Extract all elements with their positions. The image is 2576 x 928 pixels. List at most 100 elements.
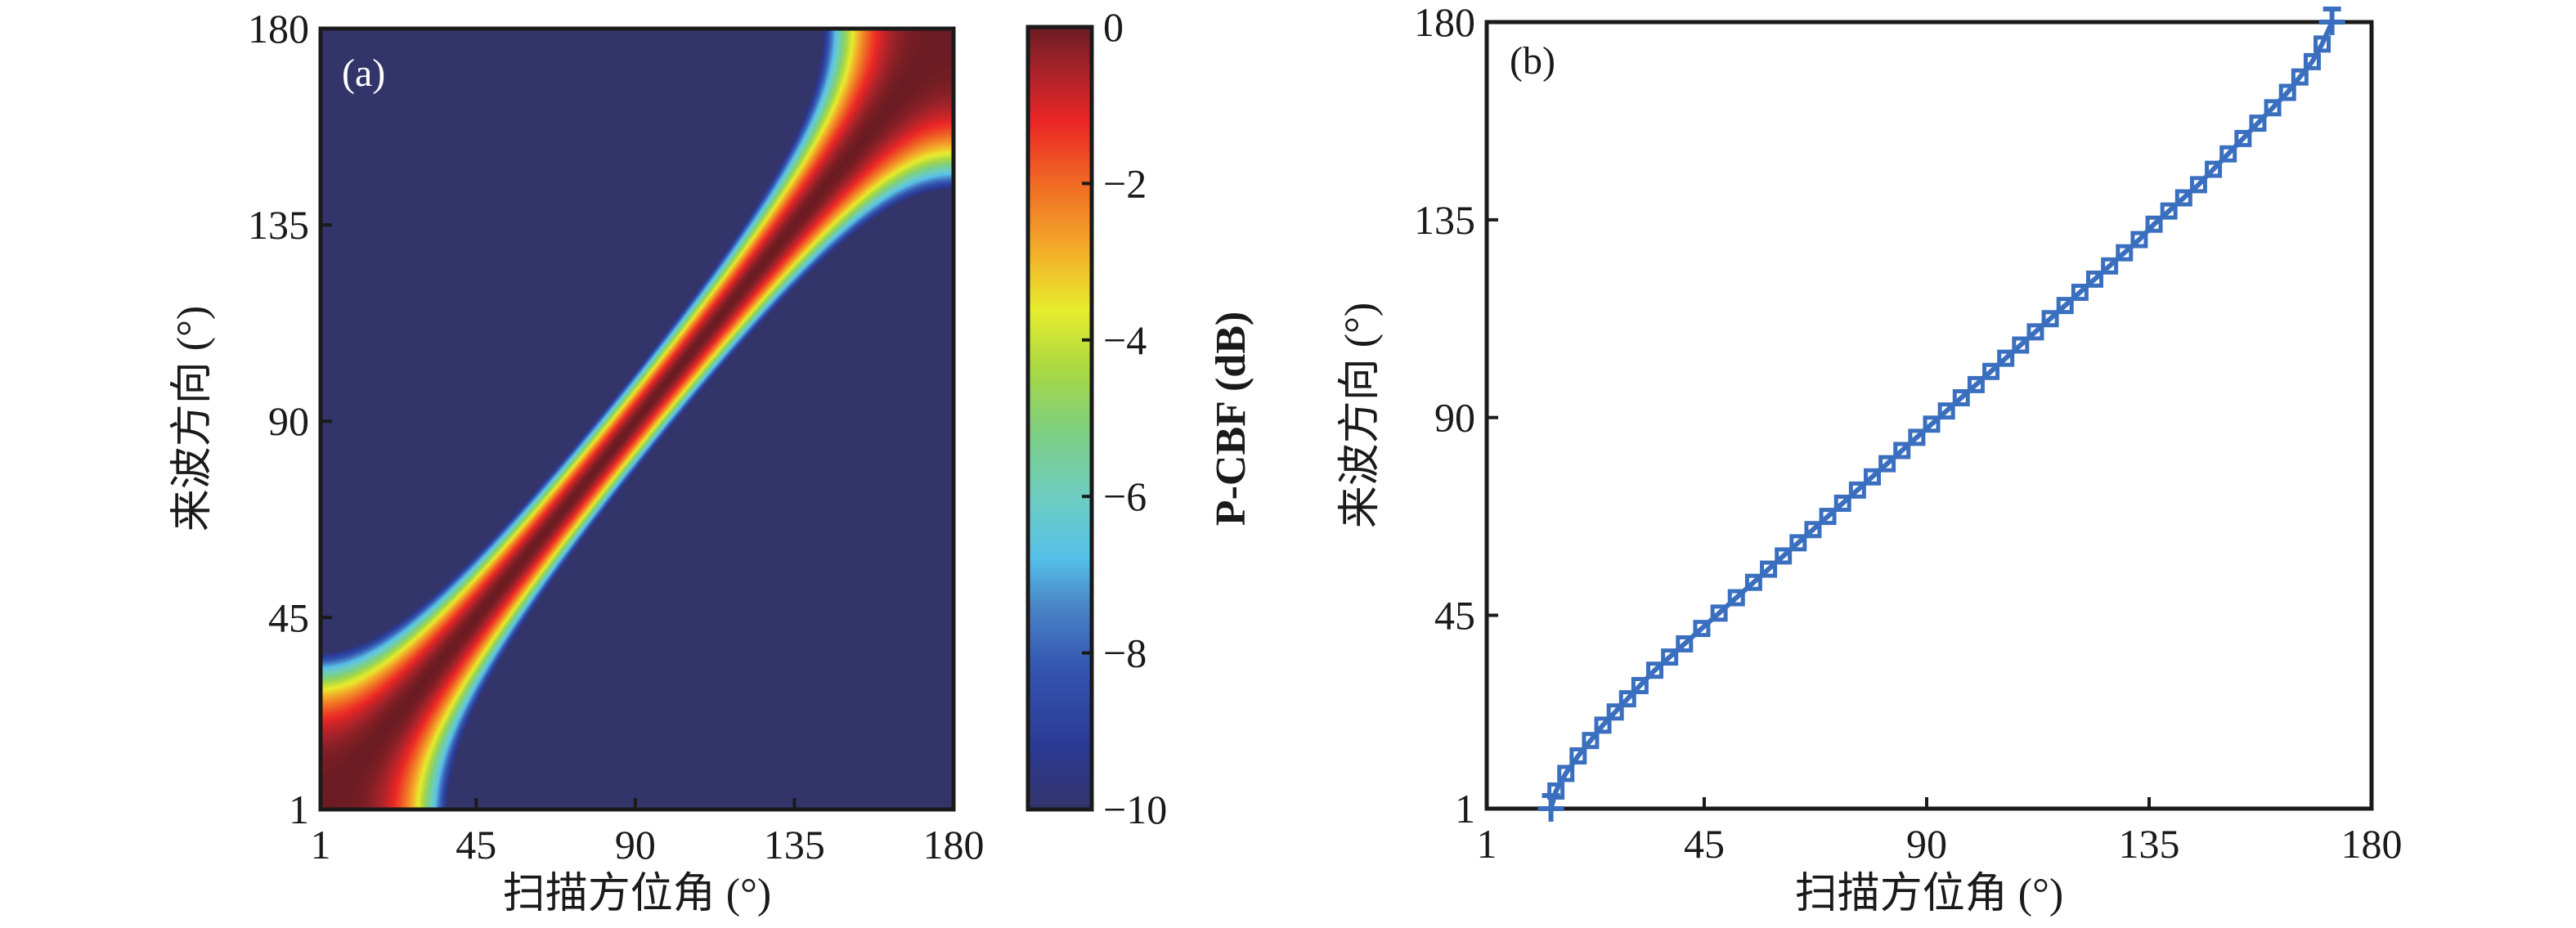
panel-b-x-ticks: 1 45 90 135 180: [1477, 797, 2403, 867]
data-point-square-marker: [2313, 35, 2331, 53]
colorbar-tick-label: −4: [1103, 317, 1147, 363]
panel-a-x-tick-label: 1: [311, 822, 331, 867]
panel-a-y-tick-label: 45: [268, 594, 309, 640]
data-point-square-marker: [1693, 620, 1711, 638]
data-point-square-marker: [2160, 202, 2178, 220]
colorbar-label: P-CBF (dB): [1208, 312, 1254, 526]
data-point-square-marker: [1710, 604, 1728, 622]
data-point-square-marker: [2219, 145, 2237, 163]
panel-b-x-tick-label: 90: [1906, 821, 1947, 867]
data-point-square-marker: [1893, 442, 1911, 460]
data-point-square-marker: [2205, 160, 2223, 178]
data-point-square-marker: [1789, 534, 1807, 552]
data-point-square-marker: [2101, 257, 2119, 275]
data-point-square-marker: [2056, 297, 2074, 315]
data-point-square-marker: [1878, 455, 1896, 473]
data-point-square-marker: [1760, 560, 1778, 578]
data-point-square-marker: [1923, 415, 1941, 433]
data-point-square-marker: [1744, 573, 1762, 591]
data-point-square-marker: [1848, 481, 1866, 499]
colorbar-tick-label: −10: [1103, 787, 1167, 832]
panel-a-y-axis-label: 来波方向 (°): [169, 306, 216, 531]
data-point-square-marker: [1804, 521, 1822, 539]
panel-a-x-tick-label: 45: [456, 822, 496, 867]
data-point-square-marker: [1997, 349, 2015, 367]
data-point-square-marker: [1833, 494, 1851, 512]
data-point-square-marker: [2071, 284, 2089, 302]
panel-a-x-tick-label: 180: [923, 822, 985, 867]
data-point-square-marker: [1937, 402, 1955, 420]
colorbar-frame: [1025, 25, 1094, 812]
panel-b-y-ticks: 1 45 90 135 180: [1414, 0, 1498, 832]
data-point-square-marker: [2130, 231, 2148, 249]
panel-b-x-tick-label: 135: [2118, 821, 2179, 867]
panel-b-y-tick-label: 90: [1434, 395, 1475, 441]
panel-b-tag: (b): [1510, 39, 1555, 83]
colorbar-gradient: [1028, 27, 1092, 809]
data-point-square-marker: [2278, 83, 2296, 101]
data-point-square-marker: [1606, 703, 1624, 721]
data-point-square-marker: [1557, 764, 1575, 782]
colorbar-tick-label: −8: [1103, 630, 1147, 676]
data-point-square-marker: [1594, 716, 1612, 734]
panel-b-x-axis-label: 扫描方位角 (°): [1795, 871, 2063, 917]
panel-a-x-axis-label: 扫描方位角 (°): [503, 871, 771, 917]
data-point-square-marker: [2249, 114, 2267, 132]
heatmap-image: [321, 29, 954, 809]
data-point-square-marker: [1631, 677, 1649, 695]
colorbar-tick-label: −2: [1103, 160, 1147, 206]
data-point-square-marker: [1582, 732, 1600, 750]
data-point-square-marker: [1982, 362, 2000, 380]
data-point-square-marker: [2041, 310, 2059, 328]
data-point-plus-marker: [2318, 7, 2345, 35]
data-point-square-marker: [2145, 215, 2163, 233]
data-point-square-marker: [1727, 589, 1745, 607]
data-point-square-marker: [1618, 690, 1636, 708]
panel-b-y-tick-label: 45: [1434, 593, 1475, 639]
panel-a-y-tick-label: 180: [248, 6, 309, 52]
data-point-square-marker: [2189, 176, 2207, 194]
data-point-square-marker: [1676, 634, 1694, 652]
data-point-square-marker: [1569, 747, 1587, 765]
data-point-square-marker: [2234, 129, 2252, 147]
data-point-square-marker: [1908, 428, 1926, 446]
data-point-square-marker: [2291, 68, 2309, 86]
panel-b-y-tick-label: 135: [1414, 197, 1475, 243]
data-point-square-marker: [2085, 270, 2103, 288]
colorbar-tick-label: 0: [1103, 4, 1124, 50]
data-point-square-marker: [1819, 508, 1837, 526]
data-point-square-marker: [2303, 52, 2321, 70]
panel-a-y-tick-label: 135: [248, 202, 309, 248]
panel-a-y-tick-label: 1: [289, 787, 309, 832]
panel-b-x-tick-label: 45: [1684, 821, 1725, 867]
panel-b-series: [1537, 7, 2345, 822]
data-point-square-marker: [1646, 661, 1664, 679]
colorbar-tick-label: −6: [1103, 473, 1147, 519]
panel-a-x-tick-label: 90: [615, 822, 656, 867]
panel-a-x-tick-label: 135: [764, 822, 825, 867]
panel-a-y-ticks: 1 45 90 135 180: [248, 6, 332, 832]
panel-a-x-ticks: 1 45 90 135 180: [311, 798, 985, 867]
panel-b-line-plot: 1 45 90 135 180 1 45 90 135 180 (b) 扫描方位角 (°) 来波…: [1337, 0, 2403, 917]
data-point-square-marker: [2026, 323, 2044, 341]
colorbar: 0 −2 −4 −6 −8 −10 P-CBF (dB): [1025, 4, 1254, 832]
colorbar-gradient-container: [1028, 27, 1092, 809]
data-point-square-marker: [1547, 782, 1565, 800]
data-point-square-marker: [1661, 648, 1679, 666]
data-point-square-marker: [1967, 375, 1985, 393]
panel-b-x-tick-label: 1: [1477, 821, 1497, 867]
colorbar-ticks: 0 −2 −4 −6 −8 −10: [1082, 4, 1167, 832]
data-point-square-marker: [2116, 244, 2134, 262]
data-point-square-marker: [2264, 99, 2282, 117]
panel-a-frame: [318, 26, 956, 812]
heatmap-image-container: [321, 29, 954, 809]
data-point-square-marker: [2174, 189, 2192, 207]
panel-b-y-tick-label: 1: [1455, 786, 1475, 832]
panel-a-tag: (a): [342, 52, 385, 95]
panel-b-x-tick-label: 180: [2341, 821, 2403, 867]
data-point-square-marker: [1863, 468, 1881, 486]
panel-a-y-tick-label: 90: [268, 398, 309, 444]
panel-b-y-tick-label: 180: [1414, 0, 1475, 45]
panel-a-heatmap: 1 45 90 135 180 1 45 90 135 180 (a) 扫描方位角 (°) 来波…: [169, 6, 985, 917]
